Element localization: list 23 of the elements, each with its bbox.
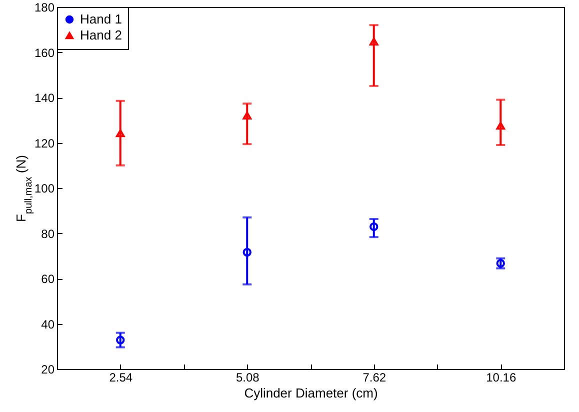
y-tick-label: 120 [34, 136, 55, 150]
y-tick-label: 40 [41, 317, 55, 332]
x-axis-title: Cylinder Diameter (cm) [244, 386, 378, 400]
x-tick-label: 5.08 [236, 370, 260, 384]
legend-label: Hand 1 [80, 12, 122, 26]
y-tick-label: 160 [34, 46, 55, 60]
y-tick-label: 20 [41, 362, 55, 376]
point [496, 122, 505, 130]
y-tick-label: 60 [41, 272, 55, 286]
x-tick-label: 10.16 [486, 370, 516, 384]
y-tick-label: 140 [34, 91, 55, 105]
legend-label: Hand 2 [80, 28, 122, 42]
y-tick-label: 100 [34, 182, 55, 196]
point [242, 112, 252, 120]
y-tick-label: 180 [34, 0, 55, 14]
point [370, 222, 378, 232]
y-tick-label: 80 [41, 226, 55, 241]
point [370, 38, 378, 46]
x-tick-label: 7.62 [362, 370, 386, 384]
point [242, 248, 252, 257]
x-tick-label: 2.54 [109, 370, 133, 384]
point [116, 336, 125, 344]
point [116, 129, 125, 138]
